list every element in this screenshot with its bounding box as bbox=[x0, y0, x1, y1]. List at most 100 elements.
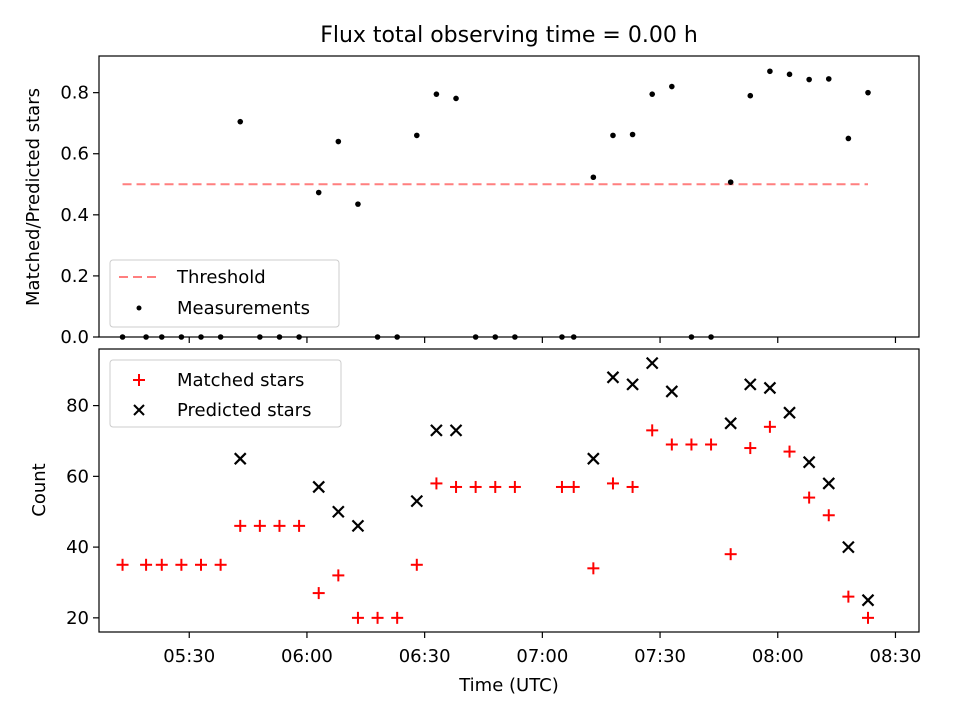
predicted-stars-point bbox=[449, 424, 463, 437]
measurement-point bbox=[767, 68, 773, 75]
predicted-stars-point bbox=[626, 378, 639, 391]
measurement-point bbox=[865, 89, 871, 96]
bottom-y-axis: 20 40 60 80 bbox=[66, 396, 99, 629]
measurement-point bbox=[315, 189, 322, 196]
top-plot-frame bbox=[98, 55, 920, 338]
matched-stars-point bbox=[665, 438, 678, 451]
matched-stars-point bbox=[214, 558, 227, 571]
predicted-stars-point bbox=[744, 378, 757, 391]
matched-stars-point bbox=[234, 519, 247, 532]
measurement-point bbox=[806, 76, 812, 83]
top-y-tick-label: 0.0 bbox=[60, 327, 89, 348]
predicted-stars-point bbox=[351, 519, 365, 533]
predicted-stars-point bbox=[861, 593, 875, 607]
predicted-stars-point bbox=[606, 371, 620, 384]
top-y-tick-label: 0.2 bbox=[60, 266, 89, 287]
bottom-legend-frame bbox=[109, 359, 342, 428]
matched-stars-point bbox=[293, 519, 306, 532]
matched-stars-point bbox=[195, 558, 208, 571]
matched-stars-point bbox=[469, 480, 482, 493]
bottom-y-tick-label: 40 bbox=[66, 537, 89, 558]
matched-stars-point bbox=[763, 420, 776, 433]
legend-measurements-label: Measurements bbox=[177, 298, 310, 319]
predicted-stars-point bbox=[233, 452, 247, 465]
x-tick-label: 05:30 bbox=[163, 646, 215, 667]
top-legend: Threshold Measurements bbox=[109, 259, 340, 328]
x-tick-label: 06:30 bbox=[399, 646, 451, 667]
x-tick-label: 08:00 bbox=[752, 646, 804, 667]
matched-stars-point bbox=[371, 611, 384, 624]
matched-stars-point bbox=[253, 519, 266, 532]
predicted-stars-point bbox=[802, 455, 816, 469]
predicted-stars-point bbox=[587, 452, 600, 465]
measurement-point bbox=[237, 118, 244, 125]
legend-measurements-swatch bbox=[136, 305, 142, 311]
matched-stars-point bbox=[803, 491, 816, 504]
matched-stars-point bbox=[450, 480, 463, 493]
predicted-stars-point bbox=[842, 540, 855, 554]
top-legend-frame bbox=[109, 259, 340, 328]
measurement-point bbox=[747, 92, 754, 99]
bottom-y-tick-label: 60 bbox=[66, 466, 89, 487]
matched-stars-point bbox=[626, 480, 639, 493]
matched-stars-point bbox=[332, 569, 345, 582]
legend-matched-swatch bbox=[133, 374, 145, 386]
predicted-stars-point bbox=[822, 477, 836, 490]
predicted-stars-point bbox=[332, 505, 345, 519]
measurement-point bbox=[629, 131, 636, 138]
measurement-point bbox=[335, 138, 342, 145]
top-y-tick-label: 0.8 bbox=[60, 83, 89, 104]
top-y-tick-label: 0.4 bbox=[60, 205, 89, 226]
measurement-point bbox=[355, 201, 361, 207]
matched-stars-point bbox=[489, 480, 502, 493]
top-panel: 0.00.20.40.60.8 Matched/Predicted stars … bbox=[23, 55, 920, 348]
bottom-legend: Matched stars Predicted stars bbox=[109, 359, 342, 428]
matched-stars-point bbox=[822, 509, 835, 522]
bottom-x-axis: 05:30 06:00 06:30 07:00 07:30 08:00 08:30 bbox=[163, 632, 921, 667]
matched-stars-point bbox=[685, 438, 698, 451]
measurement-point bbox=[413, 132, 420, 139]
predicted-stars-point bbox=[410, 494, 424, 508]
measurement-point bbox=[727, 179, 734, 185]
x-tick-label: 08:30 bbox=[870, 646, 922, 667]
x-axis-label: Time (UTC) bbox=[458, 675, 559, 696]
matched-stars-point bbox=[555, 480, 568, 493]
bottom-y-tick-label: 20 bbox=[66, 608, 89, 629]
measurement-point bbox=[845, 135, 852, 142]
matched-stars-point bbox=[567, 480, 580, 493]
predicted-stars-point bbox=[645, 356, 659, 370]
legend-matched-label: Matched stars bbox=[177, 370, 304, 391]
measurement-point bbox=[649, 91, 656, 97]
legend-predicted-swatch bbox=[133, 404, 145, 416]
predicted-stars-point bbox=[724, 417, 737, 430]
matched-stars-point bbox=[724, 548, 737, 561]
predicted-stars-point bbox=[763, 381, 777, 395]
matched-stars-point bbox=[508, 480, 521, 493]
x-tick-label: 07:30 bbox=[634, 646, 686, 667]
matched-stars-point bbox=[312, 587, 325, 600]
predicted-stars-point bbox=[665, 385, 679, 398]
matched-stars-point bbox=[273, 519, 286, 532]
x-tick-label: 07:00 bbox=[516, 646, 568, 667]
bottom-plot-marks bbox=[116, 356, 875, 624]
matched-stars-point bbox=[410, 558, 423, 571]
predicted-stars-point bbox=[430, 424, 443, 437]
legend-threshold-label: Threshold bbox=[176, 267, 266, 288]
matched-stars-point bbox=[175, 558, 188, 571]
matched-stars-point bbox=[842, 590, 855, 603]
top-y-axis-label: Matched/Predicted stars bbox=[23, 88, 44, 306]
matched-stars-point bbox=[861, 611, 874, 624]
matched-stars-point bbox=[140, 558, 153, 571]
measurement-point bbox=[786, 71, 793, 78]
measurement-point bbox=[590, 174, 597, 181]
bottom-plot-frame bbox=[98, 348, 920, 633]
bottom-y-axis-label: Count bbox=[29, 463, 50, 516]
matched-stars-point bbox=[155, 558, 168, 571]
measurement-point bbox=[669, 83, 675, 90]
legend-predicted-label: Predicted stars bbox=[177, 400, 311, 421]
top-y-tick-label: 0.6 bbox=[60, 144, 89, 165]
matched-stars-point bbox=[705, 438, 718, 451]
measurement-point bbox=[610, 132, 616, 139]
